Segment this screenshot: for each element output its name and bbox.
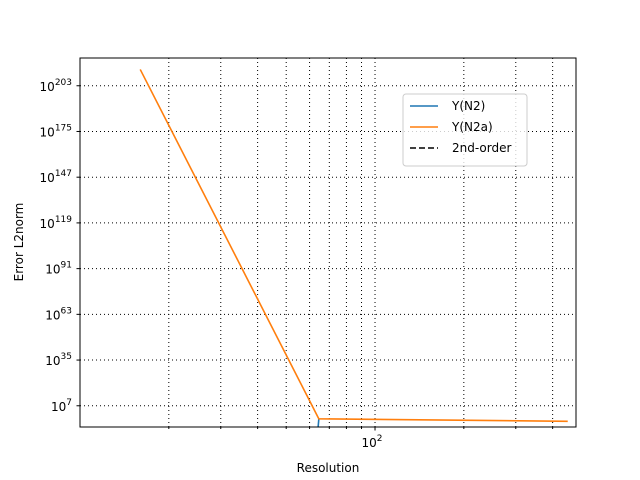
series-line-1	[139, 69, 568, 423]
x-axis-label: Resolution	[297, 461, 360, 475]
legend-label: Y(N2)	[451, 99, 485, 113]
legend-label: 2nd-order	[452, 141, 511, 155]
x-tick-label: 102	[362, 434, 383, 450]
y-grid	[80, 85, 576, 407]
y-tick-label: 10119	[40, 215, 73, 231]
y-tick-label: 1063	[45, 306, 72, 322]
legend: Y(N2) Y(N2a) 2nd-order	[402, 93, 528, 167]
y-tick-label: 1091	[45, 261, 72, 277]
y-axis-label: Error L2norm	[12, 203, 26, 282]
x-ticks: 102	[168, 427, 554, 450]
series-layer	[139, 69, 568, 427]
y-ticks: 107 1035 1063 1091 10119 10147 10175 10203	[40, 78, 80, 414]
y-tick-label: 10175	[40, 123, 72, 139]
series-line-0	[317, 418, 320, 427]
y-tick-label: 10203	[40, 78, 72, 94]
y-tick-label: 107	[51, 398, 72, 414]
y-tick-label: 10147	[40, 169, 72, 185]
y-tick-label: 1035	[45, 352, 72, 368]
legend-label: Y(N2a)	[451, 120, 493, 134]
x-grid	[168, 58, 554, 427]
plot-frame	[79, 57, 577, 428]
